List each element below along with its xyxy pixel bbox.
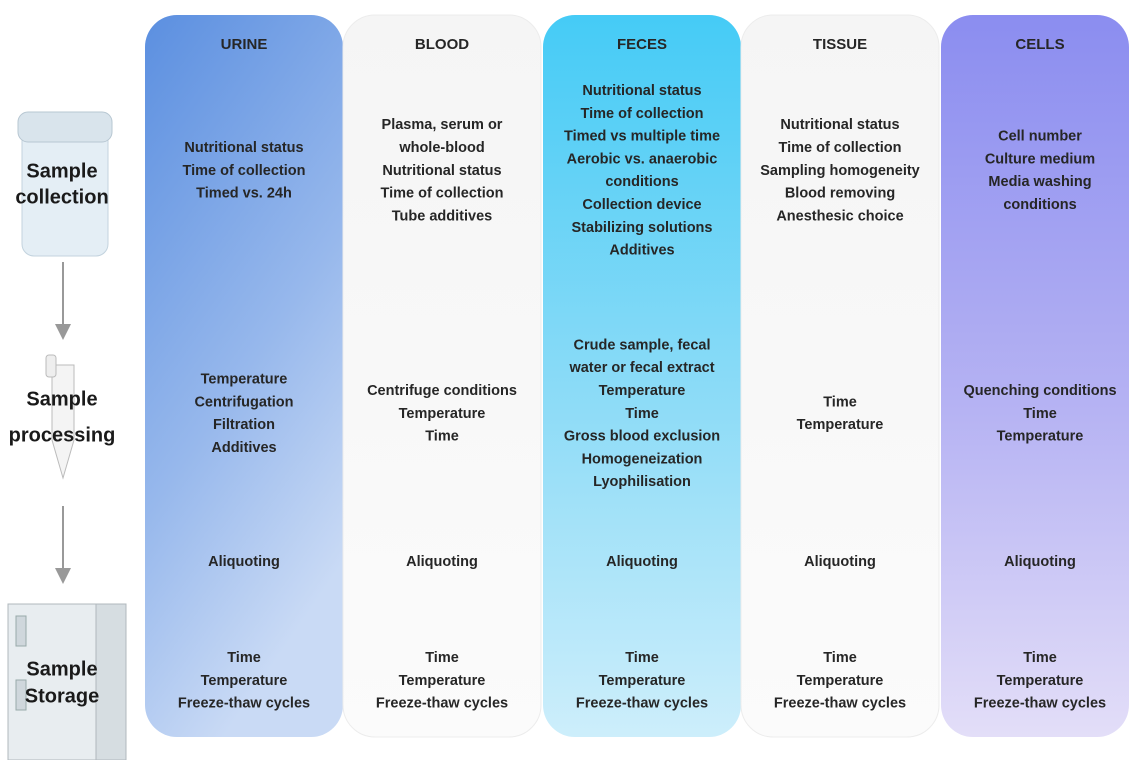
cell-text: Freeze-thaw cycles bbox=[774, 696, 906, 712]
cell-text: Additives bbox=[609, 243, 674, 259]
jar-icon bbox=[17, 111, 113, 257]
row-labels: Sample collection Sample processing Sample St… bbox=[9, 160, 116, 707]
column-title: TISSUE bbox=[813, 36, 867, 53]
cell-text: Sampling homogeneity bbox=[760, 163, 920, 179]
cell-text: conditions bbox=[605, 174, 678, 190]
cell-text: Time bbox=[425, 429, 459, 445]
cell-text: Media washing bbox=[988, 174, 1091, 190]
cell-text: Homogeneization bbox=[582, 451, 703, 467]
cell-text: Time of collection bbox=[182, 163, 305, 179]
columns: URINE Nutritional status Time of collectio… bbox=[145, 14, 1129, 738]
cell-text: Temperature bbox=[399, 406, 486, 422]
cell-text: Time bbox=[823, 650, 857, 666]
cell-text: Filtration bbox=[213, 417, 275, 433]
cell-text: Nutritional status bbox=[184, 140, 303, 156]
cell-text: Stabilizing solutions bbox=[572, 220, 713, 236]
cell-text: Aliquoting bbox=[606, 554, 678, 570]
cell-text: Time bbox=[1023, 406, 1057, 422]
cell-text: Freeze-thaw cycles bbox=[576, 696, 708, 712]
cell-text: Temperature bbox=[599, 673, 686, 689]
cell-text: Time bbox=[625, 650, 659, 666]
cell-text: Cell number bbox=[998, 129, 1082, 145]
cell-text: Gross blood exclusion bbox=[564, 429, 720, 445]
cell-text: Time of collection bbox=[778, 140, 901, 156]
row-label: processing bbox=[9, 424, 116, 446]
cell-text: Temperature bbox=[797, 417, 884, 433]
column-box bbox=[342, 14, 542, 738]
cell-text: Time bbox=[823, 394, 857, 410]
cell-text: Temperature bbox=[997, 673, 1084, 689]
row-label: Sample bbox=[26, 658, 97, 680]
cell-text: Time bbox=[425, 650, 459, 666]
cell-text: Aerobic vs. anaerobic bbox=[567, 151, 718, 167]
cell-text: Additives bbox=[211, 440, 276, 456]
cell-text: Tube additives bbox=[392, 208, 492, 224]
fridge-icon bbox=[7, 603, 127, 760]
cell-text: Timed vs. 24h bbox=[196, 186, 292, 202]
cell-text: conditions bbox=[1003, 197, 1076, 213]
column-title: FECES bbox=[617, 36, 667, 53]
row-label: Sample bbox=[26, 160, 97, 182]
cell-text: Time bbox=[1023, 650, 1057, 666]
row-label: Sample bbox=[26, 388, 97, 410]
cell-text: Freeze-thaw cycles bbox=[974, 696, 1106, 712]
cell-text: Nutritional status bbox=[780, 117, 899, 133]
cell-text: Time bbox=[227, 650, 261, 666]
cell-text: water or fecal extract bbox=[568, 360, 714, 376]
cell-text: Time of collection bbox=[380, 186, 503, 202]
cell-text: Timed vs multiple time bbox=[564, 129, 720, 145]
column-title: BLOOD bbox=[415, 36, 469, 53]
cell-text: Temperature bbox=[201, 673, 288, 689]
cell-text: Culture medium bbox=[985, 151, 1095, 167]
cell-text: Anesthesic choice bbox=[776, 208, 903, 224]
row-label: Storage bbox=[25, 685, 99, 707]
cell-text: whole-blood bbox=[398, 140, 484, 156]
column-box bbox=[543, 15, 741, 737]
cell-text: Aliquoting bbox=[1004, 554, 1076, 570]
row-label: collection bbox=[15, 186, 108, 208]
column-box bbox=[740, 14, 940, 738]
cell-text: Temperature bbox=[599, 383, 686, 399]
cell-text: Aliquoting bbox=[208, 554, 280, 570]
cell-text: Nutritional status bbox=[382, 163, 501, 179]
cell-text: Centrifugation bbox=[194, 394, 293, 410]
column-title: CELLS bbox=[1015, 36, 1064, 53]
cell-text: Aliquoting bbox=[804, 554, 876, 570]
column-title: URINE bbox=[221, 36, 268, 53]
cell-text: Freeze-thaw cycles bbox=[376, 696, 508, 712]
cell-text: Temperature bbox=[399, 673, 486, 689]
cell-text: Time bbox=[625, 406, 659, 422]
column-box bbox=[145, 15, 343, 737]
cell-text: Collection device bbox=[582, 197, 701, 213]
cell-text: Temperature bbox=[797, 673, 884, 689]
cell-text: Centrifuge conditions bbox=[367, 383, 517, 399]
tube-icon bbox=[45, 354, 75, 480]
cell-text: Crude sample, fecal bbox=[574, 337, 711, 353]
cell-text: Freeze-thaw cycles bbox=[178, 696, 310, 712]
cell-text: Time of collection bbox=[580, 106, 703, 122]
cell-text: Aliquoting bbox=[406, 554, 478, 570]
cell-text: Blood removing bbox=[785, 186, 895, 202]
cell-text: Quenching conditions bbox=[963, 383, 1116, 399]
cell-text: Nutritional status bbox=[582, 83, 701, 99]
cell-text: Temperature bbox=[201, 372, 288, 388]
column-box bbox=[941, 15, 1129, 737]
cell-text: Temperature bbox=[997, 429, 1084, 445]
cell-text: Lyophilisation bbox=[593, 474, 691, 490]
cell-text: Plasma, serum or bbox=[382, 117, 503, 133]
